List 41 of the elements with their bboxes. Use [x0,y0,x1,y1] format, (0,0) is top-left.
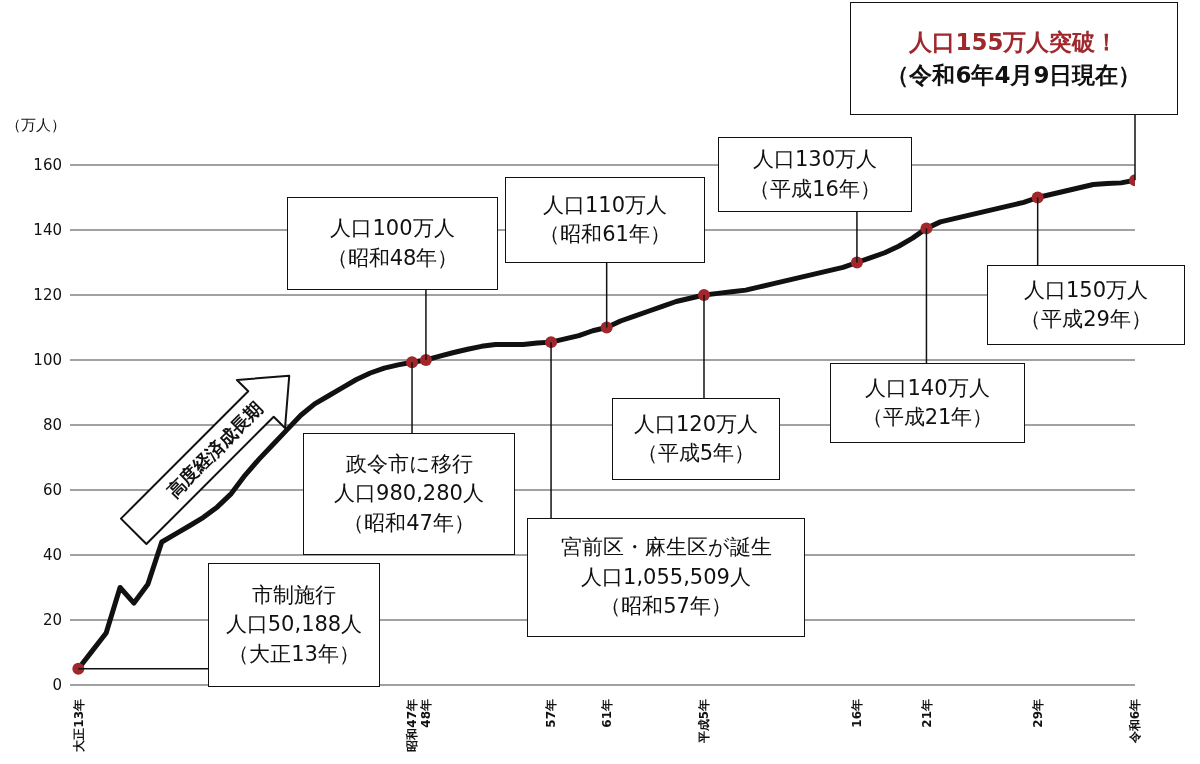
callout-box: 宮前区・麻生区が誕生人口1,055,509人（昭和57年） [527,518,805,637]
x-tick-label: 48年 [419,699,434,728]
annotation: 政令市に移行人口980,280人（昭和47年） [334,450,484,537]
annotation: 人口140万人（平成21年） [861,374,994,431]
callout-box: 人口150万人（平成29年） [987,265,1185,345]
x-tick-label: 61年 [599,699,614,728]
y-tick-label: 60 [42,481,62,500]
callout-box: 政令市に移行人口980,280人（昭和47年） [303,433,515,555]
x-tick-label: 21年 [919,699,934,728]
callout-box: 人口140万人（平成21年） [830,363,1025,443]
annotation: 人口100万人（昭和48年） [326,215,459,272]
annotation: 人口120万人（平成5年） [633,410,759,467]
callout-box: 人口100万人（昭和48年） [287,197,498,290]
x-tick-label: 大正13年 [71,699,86,752]
annotation: 宮前区・麻生区が誕生人口1,055,509人（昭和57年） [560,534,772,621]
y-tick-label: 140 [33,221,62,240]
annotation: 高度経済成長期 [161,396,268,504]
x-tick-label: 令和6年 [1128,699,1143,745]
y-tick-label: 20 [42,611,62,630]
annotation: 人口130万人（平成16年） [749,146,881,203]
callout-box: 市制施行人口50,188人（大正13年） [208,563,380,687]
y-tick-label: 0 [52,676,62,695]
y-tick-label: 40 [42,546,62,565]
y-tick-label: 160 [33,156,62,175]
callout-box: 人口120万人（平成5年） [612,398,780,480]
x-tick-label: 29年 [1030,699,1045,728]
x-tick-label: 昭和47年 [405,699,420,752]
annotation: 人口155万人突破！（令和6年4月9日現在） [886,28,1142,90]
y-tick-label: 80 [42,416,62,435]
callout-box: 人口130万人（平成16年） [718,137,912,212]
annotation: 市制施行人口50,188人（大正13年） [225,581,363,668]
annotation: 人口150万人（平成29年） [1020,276,1152,333]
x-tick-label: 平成5年 [697,699,712,745]
y-axis-title: （万人） [6,116,66,135]
annotation: 人口110万人（昭和61年） [539,191,671,248]
x-tick-label: 16年 [850,699,865,728]
x-tick-label: 57年 [544,699,559,728]
y-tick-label: 120 [33,286,62,305]
callout-box: 人口110万人（昭和61年） [505,177,705,263]
y-tick-label: 100 [33,351,62,370]
callout-box: 人口155万人突破！（令和6年4月9日現在） [850,2,1178,115]
